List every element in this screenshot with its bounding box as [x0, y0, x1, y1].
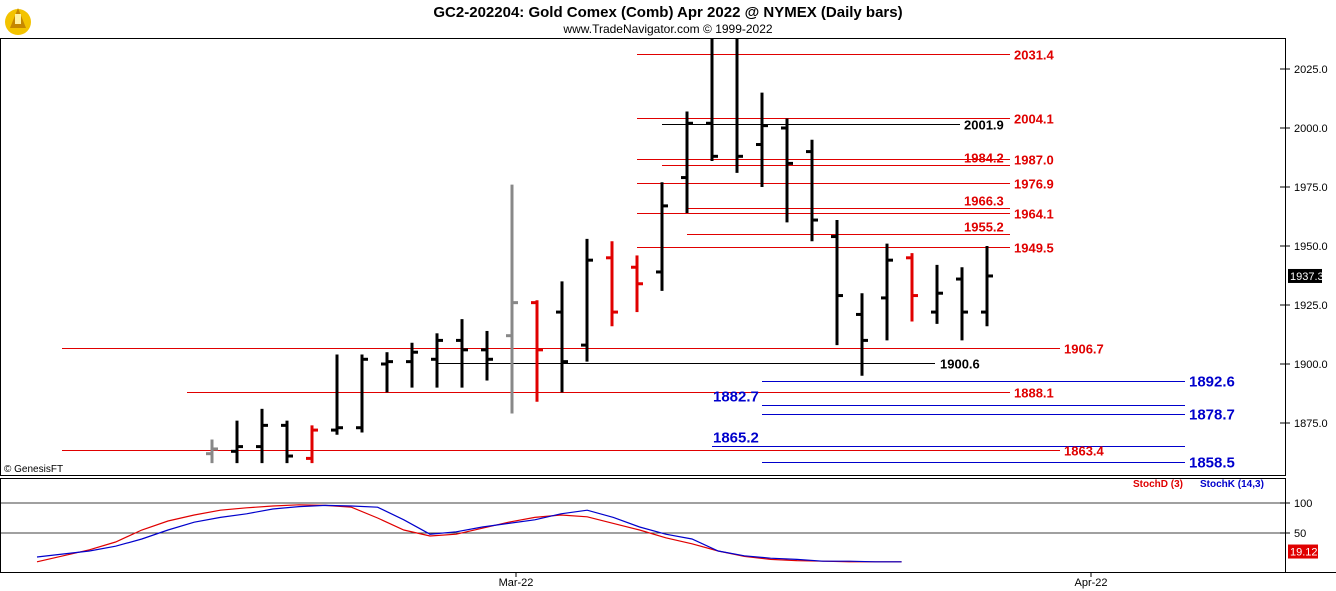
level-label: 2031.4 [1014, 48, 1055, 63]
level-label: 1949.5 [1014, 241, 1054, 256]
chart-title: GC2-202204: Gold Comex (Comb) Apr 2022 @… [433, 4, 902, 21]
stoch-last-label: 19.12 [1290, 547, 1318, 559]
ohlc-bar [856, 293, 868, 376]
ohlc-bar [256, 408, 268, 464]
level-label: 1955.2 [964, 220, 1004, 235]
support-resistance-levels: 2031.4 2004.1 2001.9 1987.0 1984.2 1976.9 1966… [62, 48, 1235, 472]
ohlc-bar [356, 354, 368, 433]
stoch-last-badge [1288, 544, 1318, 559]
ohlc-bar [981, 246, 993, 327]
stochastic-pane: 100 50 19.12 StochD (3) StochK (14,3) [1, 479, 1318, 572]
chart-subtitle: www.TradeNavigator.com © 1999-2022 [562, 22, 772, 36]
level-label: 1858.5 [1189, 455, 1235, 472]
ohlc-bar [456, 319, 468, 388]
genesis-logo [5, 8, 31, 35]
ohlc-bar [956, 267, 968, 341]
level-label: 2001.9 [964, 118, 1004, 133]
ohlc-bar [681, 111, 693, 213]
y-tick-label: 1950.0 [1294, 241, 1328, 253]
ohlc-bar [906, 253, 918, 322]
level-label: 1906.7 [1064, 342, 1104, 357]
price-pane-frame [0, 38, 1286, 476]
ohlc-bar [931, 264, 943, 324]
last-price-badge [1288, 268, 1322, 283]
price-axis: 2025.0 2000.0 1975.0 1950.0 1925.0 1900.0 1875… [1280, 39, 1328, 475]
ohlc-bar [735, 39, 743, 173]
ohlc-bar [231, 420, 243, 464]
level-label: 1976.9 [1014, 177, 1054, 192]
ohlc-bar [806, 139, 818, 242]
y-tick-label: 2000.0 [1294, 123, 1328, 135]
stoch-tick-label: 50 [1294, 528, 1306, 540]
y-tick-label: 1925.0 [1294, 300, 1328, 312]
ohlc-bar [581, 238, 593, 362]
ohlc-bar [656, 182, 668, 291]
level-label: 1863.4 [1064, 444, 1105, 459]
stoch-legend-label: StochK (14,3) [1200, 479, 1264, 490]
ohlc-bar [631, 255, 643, 313]
ohlc-bar [406, 342, 418, 388]
level-label: 1888.1 [1014, 386, 1054, 401]
level-label: 1984.2 [964, 151, 1004, 166]
level-label: 1865.2 [713, 430, 759, 447]
ohlc-bar [206, 439, 218, 464]
ohlc-bar [606, 241, 618, 327]
x-tick-label: Mar-22 [499, 577, 534, 589]
x-tick-label: Apr-22 [1074, 577, 1107, 589]
price-bars [206, 39, 993, 464]
level-label: 1966.3 [964, 194, 1004, 209]
level-label: 1987.0 [1014, 153, 1054, 168]
ohlc-bar [706, 39, 718, 162]
ohlc-bar [431, 333, 443, 388]
y-tick-label: 1875.0 [1294, 418, 1328, 430]
ohlc-bar [831, 220, 843, 346]
stoch-legend-label: StochD (3) [1133, 479, 1183, 490]
stoch-tick-label: 100 [1294, 498, 1312, 510]
level-label: 1882.7 [713, 389, 759, 406]
ohlc-bar [881, 243, 893, 341]
ohlc-bar [331, 354, 343, 435]
ohlc-bar [281, 420, 293, 464]
time-axis: Mar-22 Apr-22 [499, 572, 1108, 589]
ohlc-bar [381, 352, 393, 393]
level-label: 1892.6 [1189, 374, 1235, 391]
ohlc-bar [556, 281, 568, 393]
ohlc-bar [531, 300, 543, 402]
y-tick-label: 1975.0 [1294, 182, 1328, 194]
y-tick-label: 2025.0 [1294, 64, 1328, 76]
ohlc-bar [306, 425, 318, 464]
last-price-label: 1937.3 [1290, 271, 1324, 283]
y-tick-label: 1900.0 [1294, 359, 1328, 371]
stoch-pane-frame [0, 478, 1286, 573]
stoch-line [36, 504, 902, 563]
level-label: 1900.6 [940, 357, 980, 372]
watermark: © GenesisFT [4, 464, 63, 475]
level-label: 1964.1 [1014, 207, 1054, 222]
ohlc-bar [781, 118, 793, 223]
level-label: 2004.1 [1014, 112, 1054, 127]
ohlc-bar [506, 184, 518, 414]
stoch-line [36, 504, 902, 563]
ohlc-bar [481, 330, 493, 381]
level-label: 1878.7 [1189, 407, 1235, 424]
ohlc-bar [756, 92, 768, 187]
